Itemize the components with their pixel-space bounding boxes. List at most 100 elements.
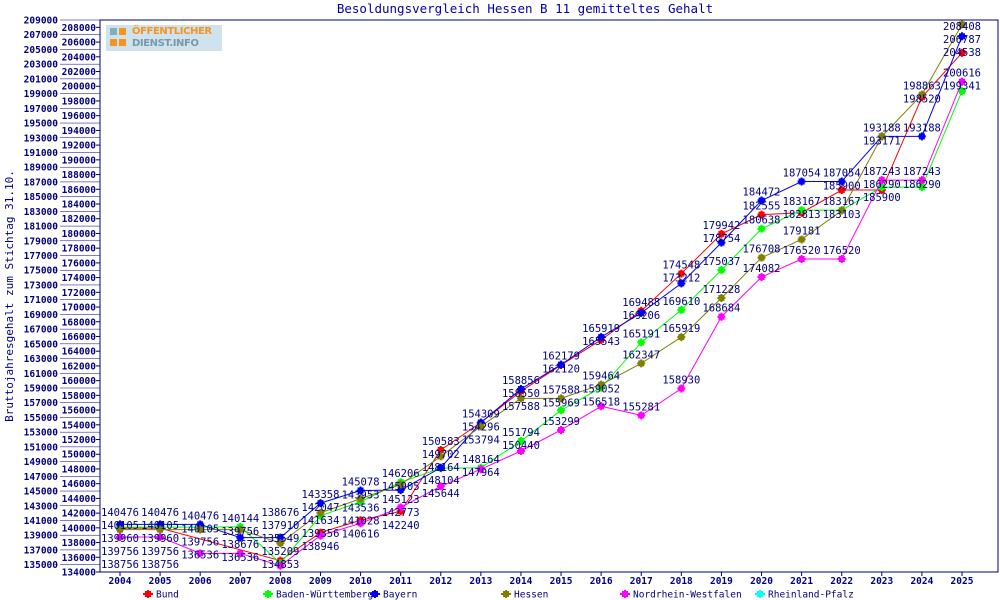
data-label-bayern: 193188 [863, 122, 901, 134]
y-tick-label: 156000 [62, 406, 97, 417]
y-tick-label: 197000 [24, 104, 59, 115]
data-point-bayern [758, 197, 765, 204]
logo-text-line2: DIENST.INFO [132, 38, 199, 49]
data-point-baden-w-rttemberg [798, 207, 805, 214]
data-point-nordrhein-westfalen [517, 448, 524, 455]
data-label-baden-w-rttemberg: 141634 [302, 515, 340, 527]
data-label-bund: 198520 [903, 94, 941, 106]
legend-label: Baden-Württemberg [276, 590, 373, 600]
y-tick-label: 183000 [24, 207, 59, 218]
logo-square [119, 28, 126, 35]
x-tick-label: 2022 [830, 576, 853, 587]
legend-label: Bayern [383, 590, 417, 600]
data-point-nordrhein-westfalen [117, 533, 123, 540]
legend-label: Bund [156, 590, 179, 600]
data-point-hessen [798, 236, 805, 243]
data-label-bayern: 140476 [101, 507, 139, 519]
y-tick-label: 180000 [62, 229, 97, 240]
data-point-hessen [918, 91, 925, 98]
x-tick-label: 2018 [670, 576, 693, 587]
axes: 1340001350001360001370001380001390001400… [24, 16, 999, 587]
data-label-hessen: 176708 [743, 244, 781, 256]
data-label-baden-w-rttemberg: 151794 [502, 427, 540, 439]
data-label-bund: 139960 [101, 533, 139, 545]
y-tick-label: 142000 [62, 509, 97, 520]
data-label-bund: 185900 [863, 192, 901, 204]
data-label-bund: 150583 [422, 436, 460, 448]
y-tick-label: 141000 [24, 516, 59, 527]
data-point-nordrhein-westfalen [197, 550, 204, 557]
y-tick-label: 163000 [24, 354, 59, 365]
legend-marker [503, 591, 509, 597]
y-tick-label: 139000 [24, 531, 59, 542]
data-point-bayern [558, 361, 565, 368]
data-point-bayern [437, 464, 444, 471]
data-label-bayern: 187054 [783, 168, 821, 180]
data-point-bayern [317, 500, 324, 507]
x-tick-label: 2024 [910, 576, 933, 587]
data-label-nordrhein-westfalen: 140616 [342, 528, 380, 540]
data-label-hessen: 157588 [542, 384, 580, 396]
data-label-baden-w-rttemberg: 140105 [181, 523, 219, 535]
data-label-baden-w-rttemberg: 146206 [382, 468, 420, 480]
data-label-bayern: 138676 [221, 539, 259, 551]
data-point-bayern [517, 386, 524, 393]
x-tick-label: 2023 [870, 576, 893, 587]
data-point-nordrhein-westfalen [918, 177, 925, 184]
x-tick-label: 2011 [389, 576, 412, 587]
y-tick-label: 155000 [24, 413, 59, 424]
y-tick-label: 192000 [62, 141, 97, 152]
data-label-bund: 174548 [662, 260, 700, 272]
x-tick-label: 2019 [710, 576, 733, 587]
data-point-hessen [357, 495, 364, 502]
y-tick-label: 205000 [24, 45, 59, 56]
data-label-bayern: 162179 [542, 351, 580, 363]
y-tick-label: 185000 [24, 192, 59, 203]
data-point-nordrhein-westfalen [157, 533, 164, 540]
y-tick-label: 145000 [24, 487, 59, 498]
data-label-baden-w-rttemberg: 148164 [462, 454, 500, 466]
data-label-nordrhein-westfalen: 147964 [462, 467, 500, 479]
data-label-hessen: 145905 [382, 481, 420, 493]
data-point-bayern [838, 178, 845, 185]
data-point-bund [758, 211, 765, 218]
y-tick-label: 144000 [62, 494, 97, 505]
data-point-bayern [397, 487, 404, 494]
data-label-bund: 162120 [542, 364, 580, 376]
y-tick-label: 202000 [62, 67, 97, 78]
data-label-nordrhein-westfalen: 138946 [302, 541, 340, 553]
legend-marker [372, 591, 378, 597]
data-point-baden-w-rttemberg [678, 306, 685, 313]
data-label-bayern: 145123 [382, 494, 420, 506]
data-point-baden-w-rttemberg [959, 88, 965, 95]
data-point-nordrhein-westfalen [397, 504, 404, 511]
x-tick-label: 2010 [349, 576, 372, 587]
y-tick-label: 176000 [62, 258, 97, 269]
y-tick-label: 138000 [62, 538, 97, 549]
data-label-hessen: 149702 [422, 449, 460, 461]
y-tick-label: 203000 [24, 60, 59, 71]
data-point-bayern [638, 309, 645, 316]
y-tick-label: 209000 [24, 16, 59, 27]
y-tick-label: 159000 [24, 384, 59, 395]
y-tick-label: 149000 [24, 457, 59, 468]
data-label-nordrhein-westfalen: 176520 [823, 245, 861, 257]
data-label-baden-w-rttemberg: 169610 [662, 296, 700, 308]
data-label-baden-w-rttemberg: 140105 [101, 520, 139, 532]
data-label-bund: 182813 [783, 209, 821, 221]
y-tick-label: 135000 [24, 560, 59, 571]
data-label-bayern: 140476 [141, 507, 179, 519]
y-tick-label: 151000 [24, 442, 59, 453]
legend-label: Nordrhein-Westfalen [633, 590, 742, 600]
data-label-bund: 141028 [342, 515, 380, 527]
y-tick-label: 169000 [24, 310, 59, 321]
logo-square [110, 28, 117, 35]
x-tick-label: 2012 [429, 576, 452, 587]
series-group [116, 20, 966, 570]
logo-square [110, 39, 117, 46]
data-point-nordrhein-westfalen [638, 412, 645, 419]
y-tick-label: 206000 [62, 38, 97, 49]
data-label-nordrhein-westfalen: 200616 [943, 68, 981, 80]
data-label-nordrhein-westfalen: 136536 [221, 552, 259, 564]
series-line-hessen [120, 24, 963, 544]
